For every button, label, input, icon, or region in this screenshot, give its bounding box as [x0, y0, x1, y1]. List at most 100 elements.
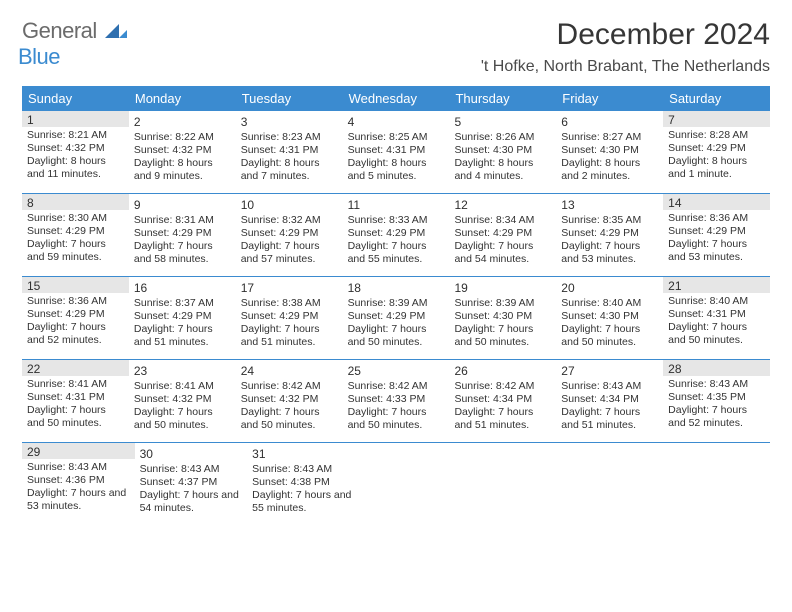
logo-text: General Blue: [22, 18, 127, 70]
day-detail-line: Sunrise: 8:25 AM: [348, 131, 445, 144]
day-detail-line: Sunset: 4:32 PM: [134, 393, 231, 406]
day-details: Sunrise: 8:30 AMSunset: 4:29 PMDaylight:…: [27, 212, 124, 265]
day-details: Sunrise: 8:26 AMSunset: 4:30 PMDaylight:…: [454, 131, 551, 184]
day-number: 3: [241, 115, 248, 129]
day-detail-line: Sunset: 4:31 PM: [27, 391, 124, 404]
calendar-day: 9Sunrise: 8:31 AMSunset: 4:29 PMDaylight…: [129, 194, 236, 276]
day-details: Sunrise: 8:25 AMSunset: 4:31 PMDaylight:…: [348, 131, 445, 184]
day-detail-line: Sunset: 4:29 PM: [348, 310, 445, 323]
day-details: Sunrise: 8:36 AMSunset: 4:29 PMDaylight:…: [27, 295, 124, 348]
day-detail-line: Sunset: 4:32 PM: [134, 144, 231, 157]
day-detail-line: Sunset: 4:34 PM: [454, 393, 551, 406]
day-detail-line: Sunrise: 8:23 AM: [241, 131, 338, 144]
day-detail-line: Sunset: 4:36 PM: [27, 474, 130, 487]
day-detail-line: Sunrise: 8:32 AM: [241, 214, 338, 227]
day-number: 27: [561, 364, 574, 378]
day-detail-line: Sunrise: 8:31 AM: [134, 214, 231, 227]
day-detail-line: Sunset: 4:31 PM: [241, 144, 338, 157]
day-details: Sunrise: 8:41 AMSunset: 4:32 PMDaylight:…: [134, 380, 231, 433]
title-block: December 2024 't Hofke, North Brabant, T…: [481, 18, 770, 76]
day-number: 5: [454, 115, 461, 129]
day-detail-line: Sunset: 4:32 PM: [241, 393, 338, 406]
day-detail-line: Sunrise: 8:43 AM: [27, 461, 130, 474]
day-detail-line: Daylight: 7 hours and 54 minutes.: [140, 489, 243, 515]
day-details: Sunrise: 8:23 AMSunset: 4:31 PMDaylight:…: [241, 131, 338, 184]
day-detail-line: Sunset: 4:31 PM: [668, 308, 765, 321]
day-detail-line: Sunrise: 8:42 AM: [348, 380, 445, 393]
calendar-week: 22Sunrise: 8:41 AMSunset: 4:31 PMDayligh…: [22, 359, 770, 442]
day-detail-line: Daylight: 7 hours and 51 minutes.: [241, 323, 338, 349]
day-detail-line: Daylight: 8 hours and 4 minutes.: [454, 157, 551, 183]
day-detail-line: Daylight: 8 hours and 2 minutes.: [561, 157, 658, 183]
day-detail-line: Sunrise: 8:41 AM: [27, 378, 124, 391]
day-number: 23: [134, 364, 147, 378]
calendar-day: 31Sunrise: 8:43 AMSunset: 4:38 PMDayligh…: [247, 443, 360, 525]
day-detail-line: Sunset: 4:38 PM: [252, 476, 355, 489]
day-detail-line: Sunset: 4:32 PM: [27, 142, 124, 155]
brand-part2: Blue: [18, 44, 60, 69]
calendar-day: 14Sunrise: 8:36 AMSunset: 4:29 PMDayligh…: [663, 194, 770, 276]
day-details: Sunrise: 8:42 AMSunset: 4:33 PMDaylight:…: [348, 380, 445, 433]
day-detail-line: Daylight: 7 hours and 54 minutes.: [454, 240, 551, 266]
calendar-day: 10Sunrise: 8:32 AMSunset: 4:29 PMDayligh…: [236, 194, 343, 276]
calendar-day: 21Sunrise: 8:40 AMSunset: 4:31 PMDayligh…: [663, 277, 770, 359]
day-detail-line: Sunrise: 8:43 AM: [668, 378, 765, 391]
calendar-day: 15Sunrise: 8:36 AMSunset: 4:29 PMDayligh…: [22, 277, 129, 359]
day-detail-line: Sunrise: 8:22 AM: [134, 131, 231, 144]
day-detail-line: Daylight: 7 hours and 50 minutes.: [27, 404, 124, 430]
day-detail-line: Sunset: 4:29 PM: [27, 225, 124, 238]
day-detail-line: Sunset: 4:30 PM: [454, 310, 551, 323]
day-detail-line: Sunset: 4:29 PM: [241, 310, 338, 323]
empty-cell: [565, 443, 668, 525]
location-text: 't Hofke, North Brabant, The Netherlands: [481, 58, 770, 76]
calendar-day: 17Sunrise: 8:38 AMSunset: 4:29 PMDayligh…: [236, 277, 343, 359]
day-details: Sunrise: 8:28 AMSunset: 4:29 PMDaylight:…: [668, 129, 765, 182]
day-detail-line: Sunset: 4:29 PM: [454, 227, 551, 240]
day-details: Sunrise: 8:21 AMSunset: 4:32 PMDaylight:…: [27, 129, 124, 182]
calendar-day: 22Sunrise: 8:41 AMSunset: 4:31 PMDayligh…: [22, 360, 129, 442]
day-detail-line: Daylight: 7 hours and 58 minutes.: [134, 240, 231, 266]
day-details: Sunrise: 8:31 AMSunset: 4:29 PMDaylight:…: [134, 214, 231, 267]
logo-mark-icon: [105, 24, 127, 38]
day-details: Sunrise: 8:35 AMSunset: 4:29 PMDaylight:…: [561, 214, 658, 267]
calendar-day: 25Sunrise: 8:42 AMSunset: 4:33 PMDayligh…: [343, 360, 450, 442]
day-detail-line: Sunrise: 8:42 AM: [241, 380, 338, 393]
day-detail-line: Sunset: 4:29 PM: [668, 225, 765, 238]
dow-label: Sunday: [22, 86, 129, 111]
day-detail-line: Sunset: 4:30 PM: [454, 144, 551, 157]
calendar-day: 19Sunrise: 8:39 AMSunset: 4:30 PMDayligh…: [449, 277, 556, 359]
day-detail-line: Daylight: 7 hours and 50 minutes.: [348, 323, 445, 349]
day-detail-line: Sunrise: 8:34 AM: [454, 214, 551, 227]
day-detail-line: Sunrise: 8:43 AM: [252, 463, 355, 476]
day-details: Sunrise: 8:43 AMSunset: 4:35 PMDaylight:…: [668, 378, 765, 431]
day-detail-line: Daylight: 7 hours and 53 minutes.: [27, 487, 130, 513]
day-number: 6: [561, 115, 568, 129]
day-detail-line: Sunset: 4:29 PM: [241, 227, 338, 240]
day-detail-line: Sunrise: 8:39 AM: [348, 297, 445, 310]
day-number: 14: [668, 196, 681, 210]
day-detail-line: Daylight: 7 hours and 59 minutes.: [27, 238, 124, 264]
brand-logo: General Blue: [22, 18, 127, 70]
day-detail-line: Sunset: 4:30 PM: [561, 144, 658, 157]
day-number: 1: [27, 113, 34, 127]
empty-cell: [462, 443, 565, 525]
day-detail-line: Sunset: 4:29 PM: [134, 310, 231, 323]
dow-label: Wednesday: [343, 86, 450, 111]
calendar-day: 28 Sunrise: 8:43 AMSunset: 4:35 PMDayligh…: [663, 360, 770, 442]
day-detail-line: Sunrise: 8:35 AM: [561, 214, 658, 227]
day-number: 17: [241, 281, 254, 295]
day-detail-line: Sunset: 4:30 PM: [561, 310, 658, 323]
day-detail-line: Sunrise: 8:30 AM: [27, 212, 124, 225]
calendar-week: 8Sunrise: 8:30 AMSunset: 4:29 PMDaylight…: [22, 193, 770, 276]
day-detail-line: Daylight: 7 hours and 50 minutes.: [348, 406, 445, 432]
day-number: 21: [668, 279, 681, 293]
day-number: 11: [348, 198, 360, 212]
day-number: 24: [241, 364, 254, 378]
day-detail-line: Sunrise: 8:27 AM: [561, 131, 658, 144]
calendar-day: 8Sunrise: 8:30 AMSunset: 4:29 PMDaylight…: [22, 194, 129, 276]
day-number: 18: [348, 281, 361, 295]
day-detail-line: Daylight: 7 hours and 50 minutes.: [241, 406, 338, 432]
day-number: 28: [668, 362, 681, 376]
day-detail-line: Sunrise: 8:40 AM: [561, 297, 658, 310]
day-number: 26: [454, 364, 467, 378]
